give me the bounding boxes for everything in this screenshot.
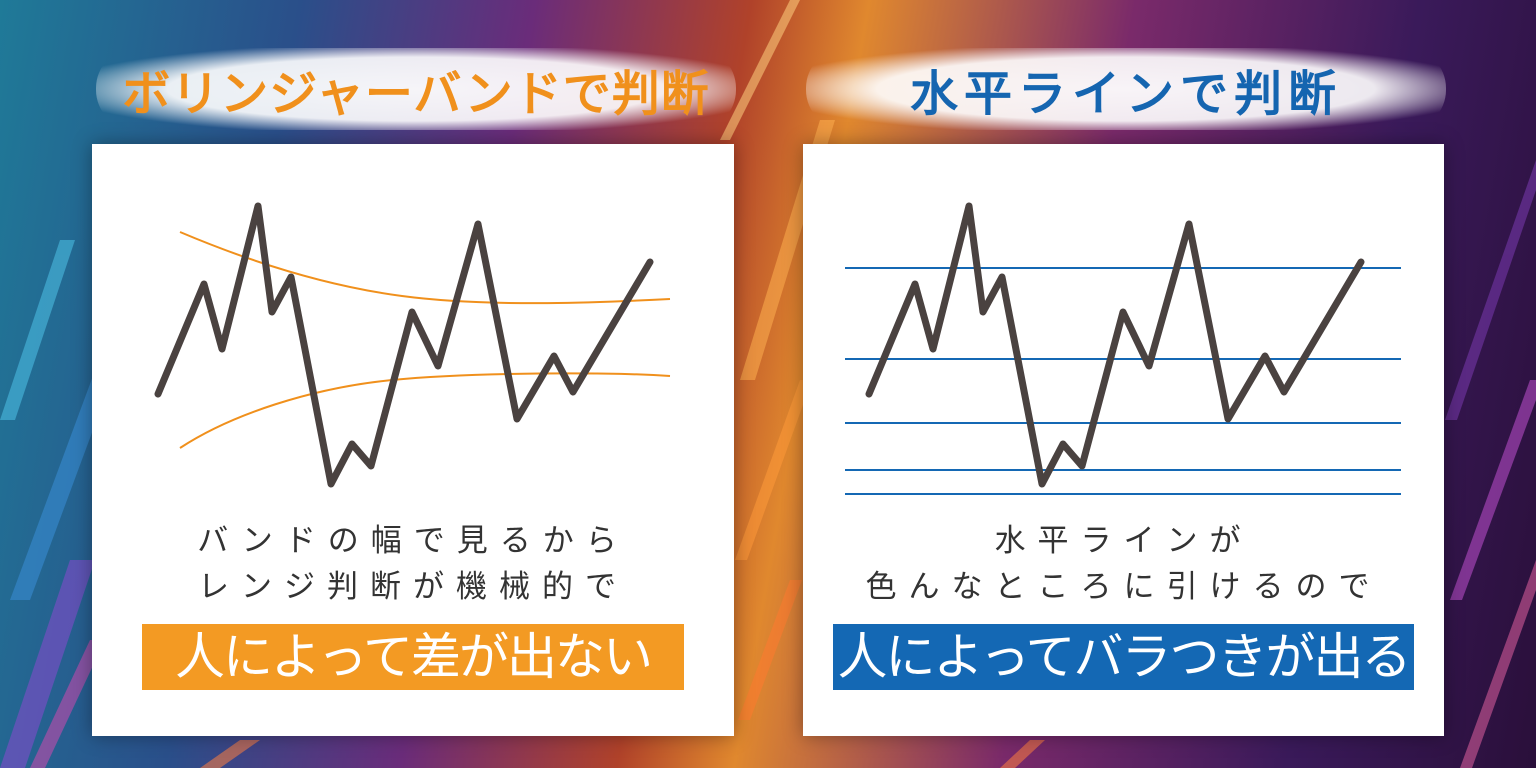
horizontal-line-panel: 水平ラインが 色んなところに引けるので 人によってバラつきが出る	[803, 144, 1444, 736]
bollinger-panel: バンドの幅で見るから レンジ判断が機械的で 人によって差が出ない	[92, 144, 734, 736]
horizontal-line-heading: 水平ラインで判断	[806, 48, 1446, 130]
bollinger-caption: バンドの幅で見るから レンジ判断が機械的で	[92, 518, 734, 610]
caption-line-1: バンドの幅で見るから	[197, 523, 629, 559]
horizontal-line-highlight: 人によってバラつきが出る	[833, 624, 1414, 690]
upper-band	[179, 231, 671, 305]
lower-band	[179, 372, 671, 449]
price-line	[865, 202, 1365, 488]
caption-line-1: 水平ラインが	[994, 523, 1253, 559]
bollinger-heading: ボリンジャーバンドで判断	[96, 48, 736, 130]
horizontal-line-chart	[845, 202, 1401, 495]
caption-line-2: 色んなところに引けるので	[865, 569, 1382, 605]
bollinger-highlight: 人によって差が出ない	[142, 624, 684, 690]
bollinger-chart	[154, 202, 671, 488]
caption-line-2: レンジ判断が機械的で	[198, 569, 628, 605]
horizontal-line-caption: 水平ラインが 色んなところに引けるので	[803, 518, 1444, 610]
price-line	[154, 202, 654, 488]
